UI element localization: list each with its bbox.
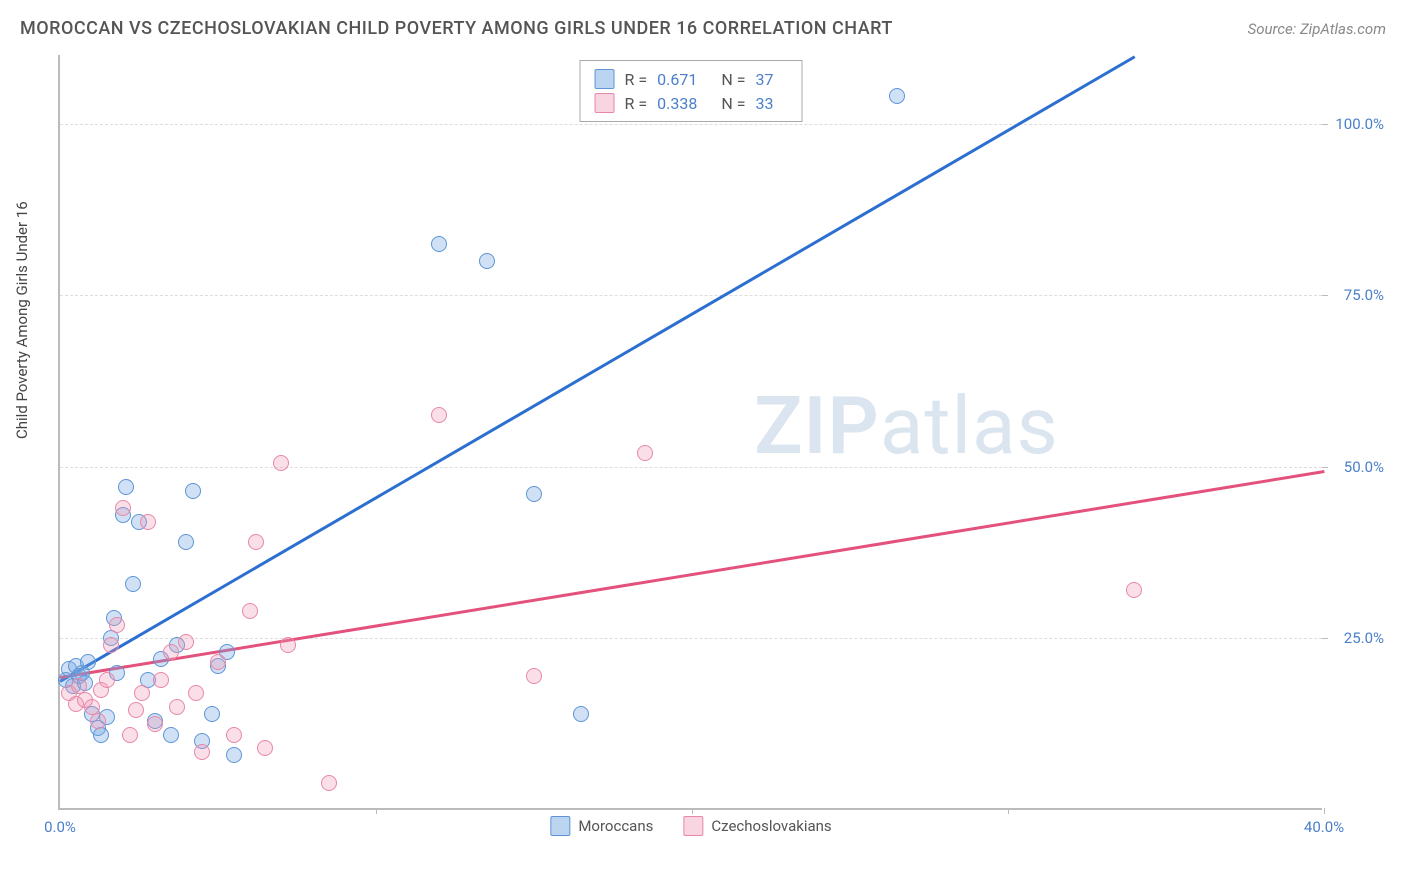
scatter-point bbox=[109, 617, 125, 633]
chart-title: MOROCCAN VS CZECHOSLOVAKIAN CHILD POVERT… bbox=[20, 18, 893, 39]
regression-line-czechoslovakians bbox=[60, 470, 1324, 678]
scatter-point bbox=[526, 486, 542, 502]
scatter-point bbox=[273, 455, 289, 471]
scatter-point bbox=[93, 727, 109, 743]
y-tick-label: 25.0% bbox=[1329, 629, 1384, 647]
scatter-point bbox=[90, 713, 106, 729]
scatter-point bbox=[188, 685, 204, 701]
scatter-point bbox=[210, 654, 226, 670]
y-tick-label: 50.0% bbox=[1329, 458, 1384, 476]
x-tick-label: 0.0% bbox=[44, 818, 76, 836]
swatch-blue-icon bbox=[595, 69, 615, 89]
scatter-point bbox=[431, 407, 447, 423]
gridline-horizontal bbox=[60, 124, 1322, 125]
legend-item-czechoslovakians: Czechoslovakians bbox=[683, 816, 831, 836]
gridline-horizontal bbox=[60, 467, 1322, 468]
scatter-point bbox=[242, 603, 258, 619]
scatter-point bbox=[178, 534, 194, 550]
plot-region: ZIPatlas R = 0.671 N = 37 R = 0.338 N = … bbox=[58, 55, 1322, 810]
scatter-point bbox=[226, 727, 242, 743]
scatter-point bbox=[637, 445, 653, 461]
scatter-point bbox=[526, 668, 542, 684]
scatter-point bbox=[194, 744, 210, 760]
scatter-point bbox=[889, 88, 905, 104]
legend-item-moroccans: Moroccans bbox=[550, 816, 653, 836]
swatch-blue-icon bbox=[550, 816, 570, 836]
scatter-point bbox=[257, 740, 273, 756]
scatter-point bbox=[153, 672, 169, 688]
scatter-point bbox=[122, 727, 138, 743]
x-tick-label: 40.0% bbox=[1304, 818, 1344, 836]
scatter-point bbox=[118, 479, 134, 495]
scatter-point bbox=[134, 685, 150, 701]
legend-stats-row-czechoslovakians: R = 0.338 N = 33 bbox=[595, 91, 788, 115]
scatter-point bbox=[80, 654, 96, 670]
scatter-point bbox=[147, 716, 163, 732]
y-axis-label: Child Poverty Among Girls Under 16 bbox=[13, 201, 31, 439]
swatch-pink-icon bbox=[595, 93, 615, 113]
scatter-point bbox=[431, 236, 447, 252]
watermark: ZIPatlas bbox=[754, 379, 1059, 473]
scatter-point bbox=[178, 634, 194, 650]
scatter-point bbox=[204, 706, 220, 722]
scatter-point bbox=[1126, 582, 1142, 598]
legend-stats-row-moroccans: R = 0.671 N = 37 bbox=[595, 67, 788, 91]
chart-area: ZIPatlas R = 0.671 N = 37 R = 0.338 N = … bbox=[58, 55, 1388, 830]
scatter-point bbox=[99, 672, 115, 688]
scatter-point bbox=[163, 727, 179, 743]
legend-stats: R = 0.671 N = 37 R = 0.338 N = 33 bbox=[580, 60, 803, 122]
scatter-point bbox=[140, 514, 156, 530]
chart-header: MOROCCAN VS CZECHOSLOVAKIAN CHILD POVERT… bbox=[20, 18, 1386, 39]
scatter-point bbox=[128, 702, 144, 718]
scatter-point bbox=[573, 706, 589, 722]
scatter-point bbox=[169, 699, 185, 715]
scatter-point bbox=[103, 637, 119, 653]
y-tick-label: 100.0% bbox=[1329, 115, 1384, 133]
scatter-point bbox=[226, 747, 242, 763]
scatter-point bbox=[163, 644, 179, 660]
scatter-point bbox=[248, 534, 264, 550]
y-tick-label: 75.0% bbox=[1329, 286, 1384, 304]
gridline-horizontal bbox=[60, 638, 1322, 639]
scatter-point bbox=[125, 576, 141, 592]
gridline-horizontal bbox=[60, 295, 1322, 296]
scatter-point bbox=[115, 500, 131, 516]
scatter-point bbox=[321, 775, 337, 791]
scatter-point bbox=[280, 637, 296, 653]
scatter-point bbox=[479, 253, 495, 269]
legend-series: Moroccans Czechoslovakians bbox=[550, 816, 831, 836]
swatch-pink-icon bbox=[683, 816, 703, 836]
chart-source: Source: ZipAtlas.com bbox=[1248, 20, 1386, 38]
scatter-point bbox=[185, 483, 201, 499]
